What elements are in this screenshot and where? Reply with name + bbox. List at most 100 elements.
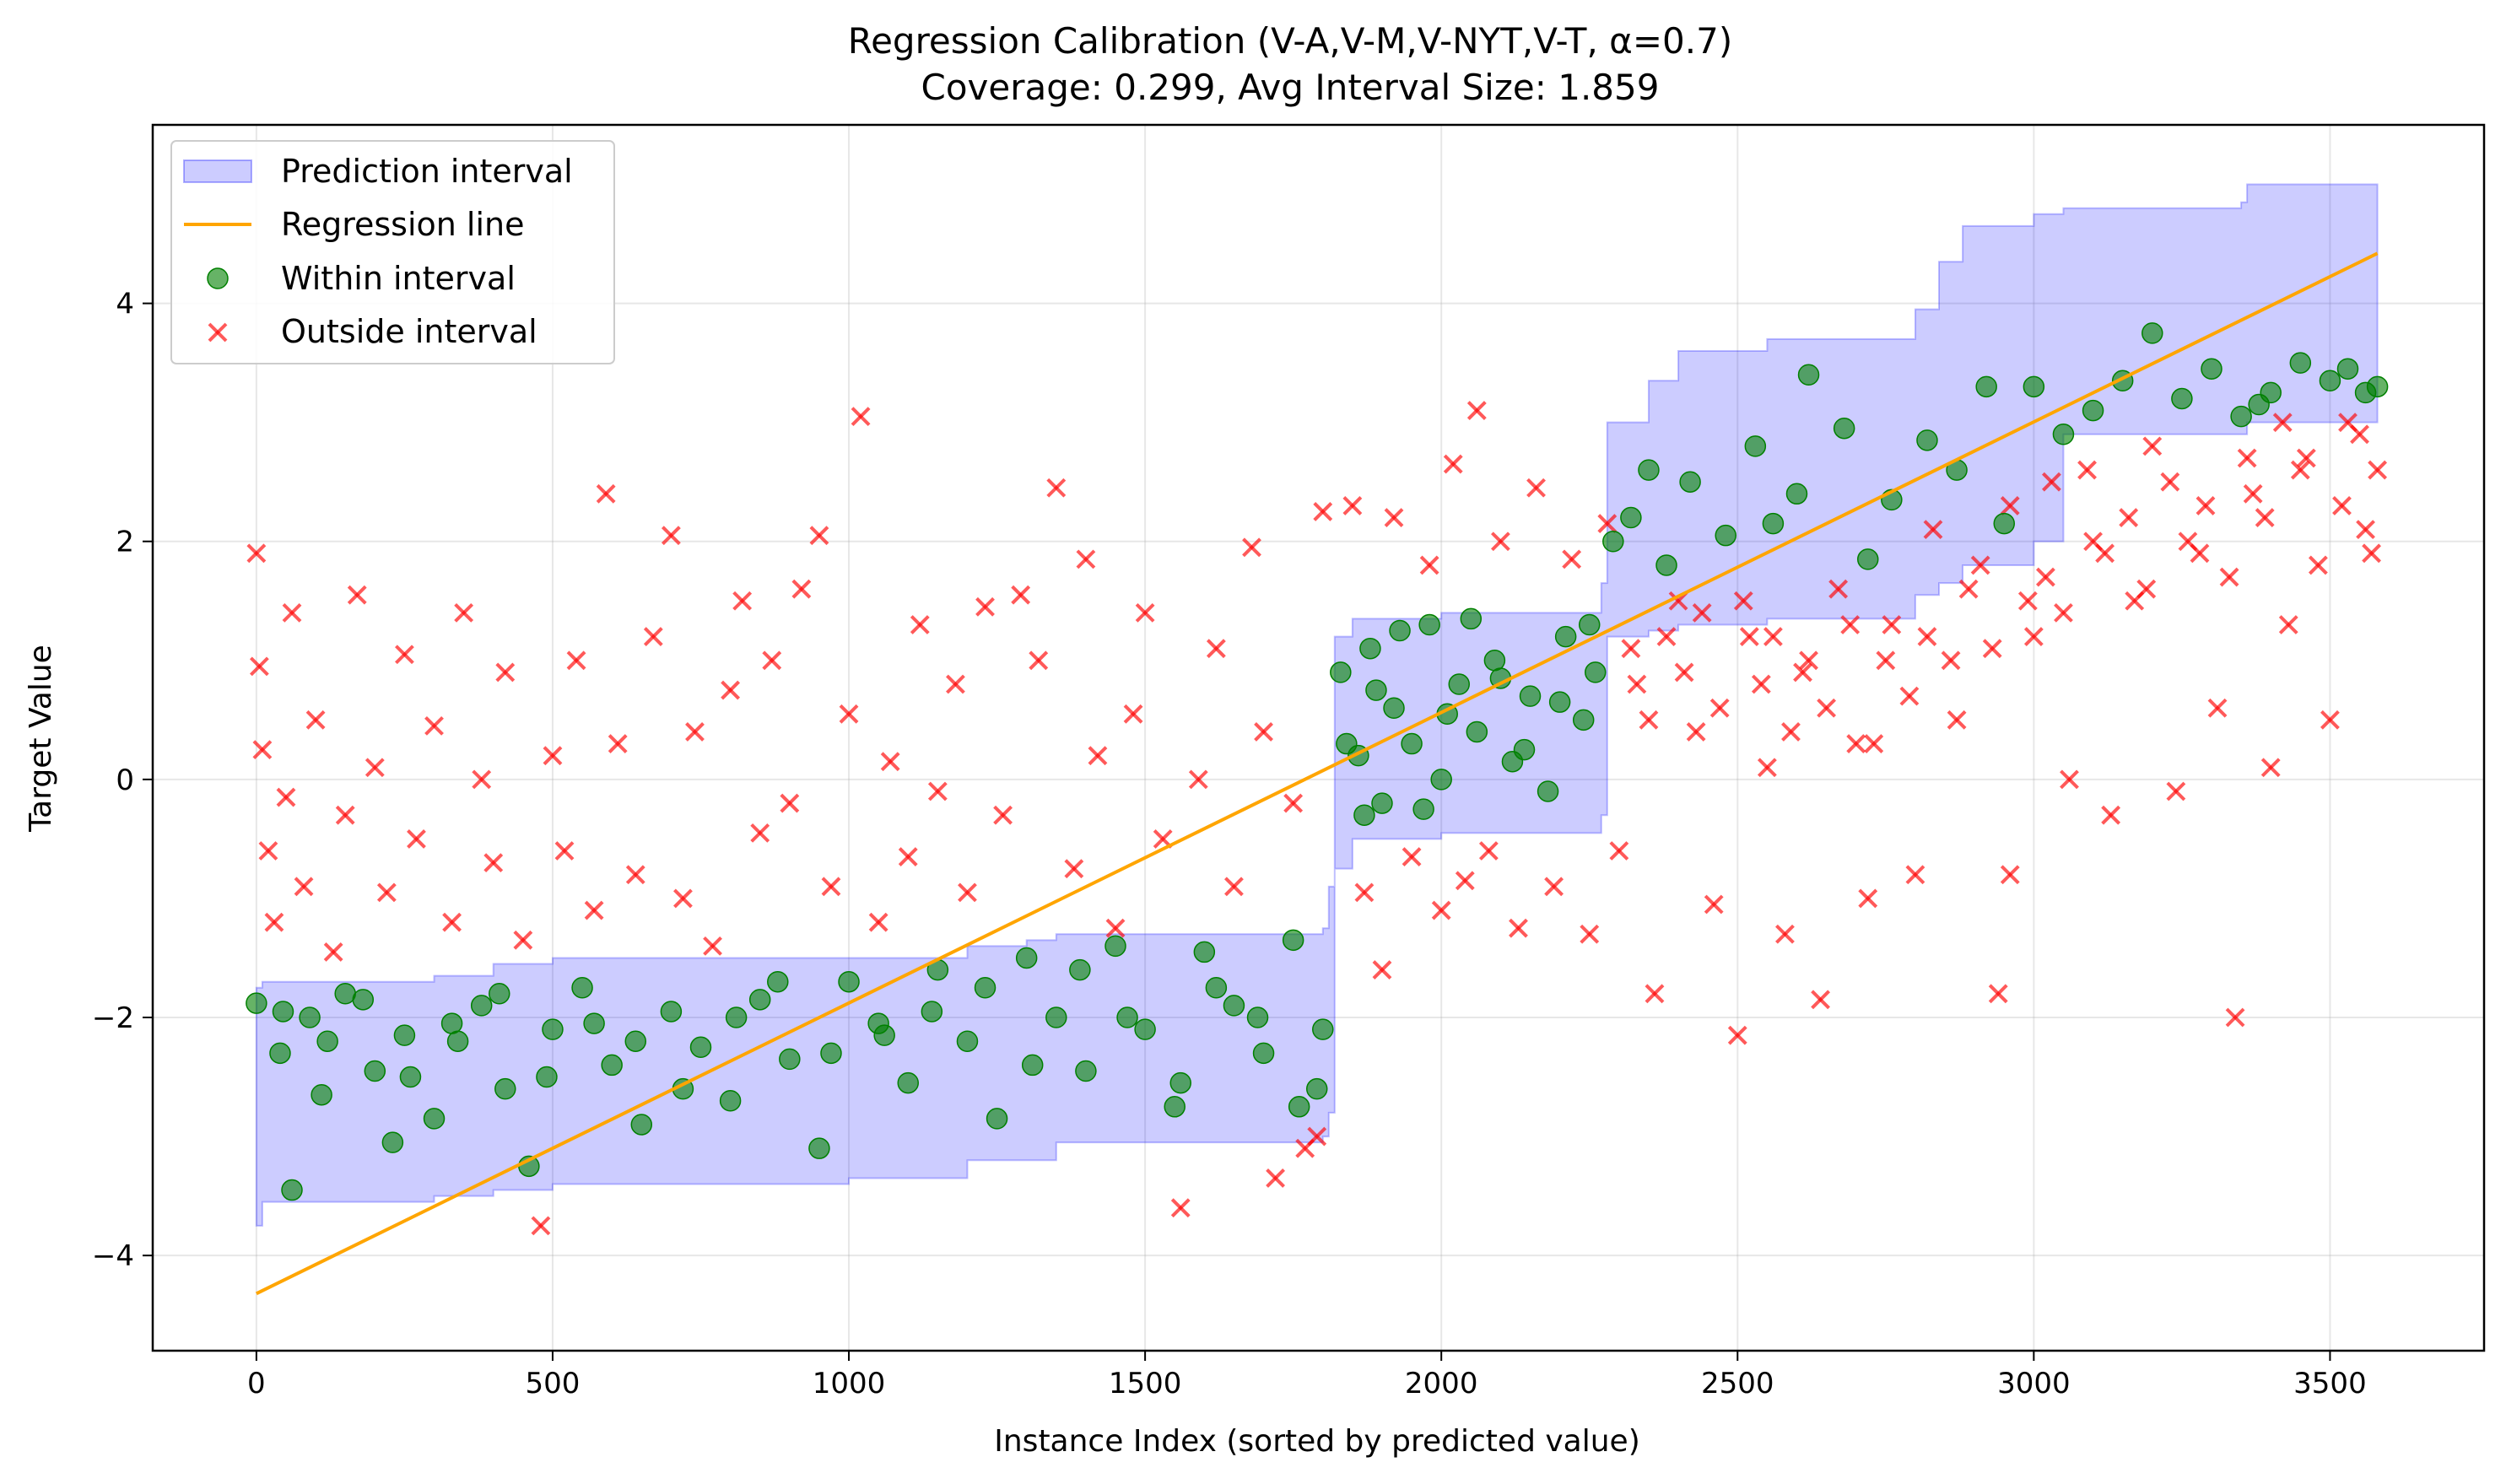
outside-point <box>2320 710 2340 730</box>
outside-point <box>1283 793 1304 813</box>
legend-interval-label: Prediction interval <box>281 153 573 190</box>
outside-point <box>1526 478 1546 498</box>
outside-point <box>1692 602 1712 623</box>
y-axis-ticks: −4 −2 0 2 4 <box>92 288 153 1273</box>
outside-point <box>910 615 930 634</box>
within-point <box>1548 691 1571 713</box>
outside-point <box>2054 602 2073 623</box>
within-point <box>2260 381 2282 404</box>
x-tick-label: 3500 <box>2293 1367 2367 1400</box>
outside-point <box>2350 424 2369 445</box>
outside-point <box>791 579 812 599</box>
outside-point <box>2000 496 2020 515</box>
outside-point <box>643 627 663 647</box>
within-point <box>381 1131 404 1153</box>
within-point <box>767 970 789 993</box>
within-point <box>1554 625 1577 648</box>
outside-point <box>750 823 770 843</box>
x-tick-label: 3000 <box>1997 1367 2071 1400</box>
legend-outside-label: Outside interval <box>281 313 537 350</box>
outside-point <box>1509 918 1528 938</box>
within-point <box>1585 661 1607 683</box>
within-point <box>1715 524 1736 547</box>
within-point <box>1916 429 1938 451</box>
outside-point <box>1384 508 1404 527</box>
outside-point <box>1793 662 1812 683</box>
outside-point <box>1674 662 1694 683</box>
outside-point <box>1817 698 1837 718</box>
within-point <box>808 1137 830 1159</box>
outside-point <box>2308 555 2328 575</box>
outside-point <box>2225 1007 2245 1028</box>
outside-point <box>2332 496 2352 515</box>
outside-point <box>1639 710 1659 730</box>
within-point <box>1513 738 1536 761</box>
outside-point <box>1609 841 1629 861</box>
within-point <box>1336 732 1358 755</box>
outside-point <box>1739 627 1759 647</box>
outside-point <box>1828 579 1849 599</box>
outside-point <box>2255 508 2275 527</box>
within-point <box>1679 471 1701 493</box>
plot-content <box>246 183 2389 1296</box>
outside-point <box>531 1216 551 1236</box>
y-axis-label: Target Value <box>24 645 58 833</box>
outside-point <box>596 483 616 504</box>
outside-point <box>258 841 278 861</box>
outside-point <box>323 942 343 962</box>
outside-point <box>1876 650 1896 671</box>
outside-point <box>1029 650 1049 671</box>
outside-point <box>1224 877 1244 897</box>
within-point <box>986 1108 1008 1130</box>
y-tick-label: 0 <box>116 764 134 797</box>
outside-point <box>454 602 474 623</box>
within-point <box>352 989 375 1011</box>
outside-point <box>1781 722 1801 742</box>
within-point <box>689 1036 712 1059</box>
outside-point <box>1799 650 1818 671</box>
within-point <box>1401 732 1423 755</box>
outside-point <box>1307 1126 1327 1147</box>
outside-point <box>1011 585 1031 605</box>
outside-point <box>282 602 302 623</box>
within-point <box>1069 958 1091 981</box>
outside-point <box>365 758 385 778</box>
legend-box <box>170 140 615 364</box>
outside-point <box>851 407 871 427</box>
within-point <box>364 1060 386 1082</box>
outside-point <box>2035 567 2055 587</box>
within-point <box>838 970 860 993</box>
within-point <box>2289 352 2312 374</box>
outside-point <box>2243 483 2263 504</box>
within-point <box>1418 613 1440 636</box>
outside-point <box>2195 496 2216 515</box>
outside-point <box>1443 454 1463 474</box>
outside-point <box>625 865 645 885</box>
outside-point <box>305 710 326 730</box>
outside-point <box>2260 758 2281 778</box>
outside-point <box>1466 401 1487 420</box>
within-point <box>2319 370 2341 392</box>
within-point <box>1975 375 1997 398</box>
outside-point <box>703 936 722 956</box>
within-point <box>1785 483 1808 505</box>
within-point <box>470 995 493 1017</box>
within-point <box>820 1042 842 1065</box>
outside-point <box>2207 698 2228 718</box>
outside-point <box>1188 769 1208 790</box>
within-point <box>1164 1096 1185 1118</box>
outside-point <box>975 596 995 617</box>
outside-point <box>1947 710 1967 730</box>
outside-point <box>2095 543 2115 564</box>
y-tick-label: 2 <box>116 526 134 559</box>
within-point <box>725 1006 748 1028</box>
within-point <box>873 1024 895 1046</box>
within-point <box>1833 417 1855 440</box>
outside-point <box>1733 591 1753 611</box>
legend-outside-swatch <box>208 322 228 343</box>
within-point <box>542 1018 564 1040</box>
outside-point <box>1064 859 1084 879</box>
outside-point <box>2160 472 2180 492</box>
within-point <box>624 1030 647 1052</box>
within-point <box>2141 322 2163 344</box>
